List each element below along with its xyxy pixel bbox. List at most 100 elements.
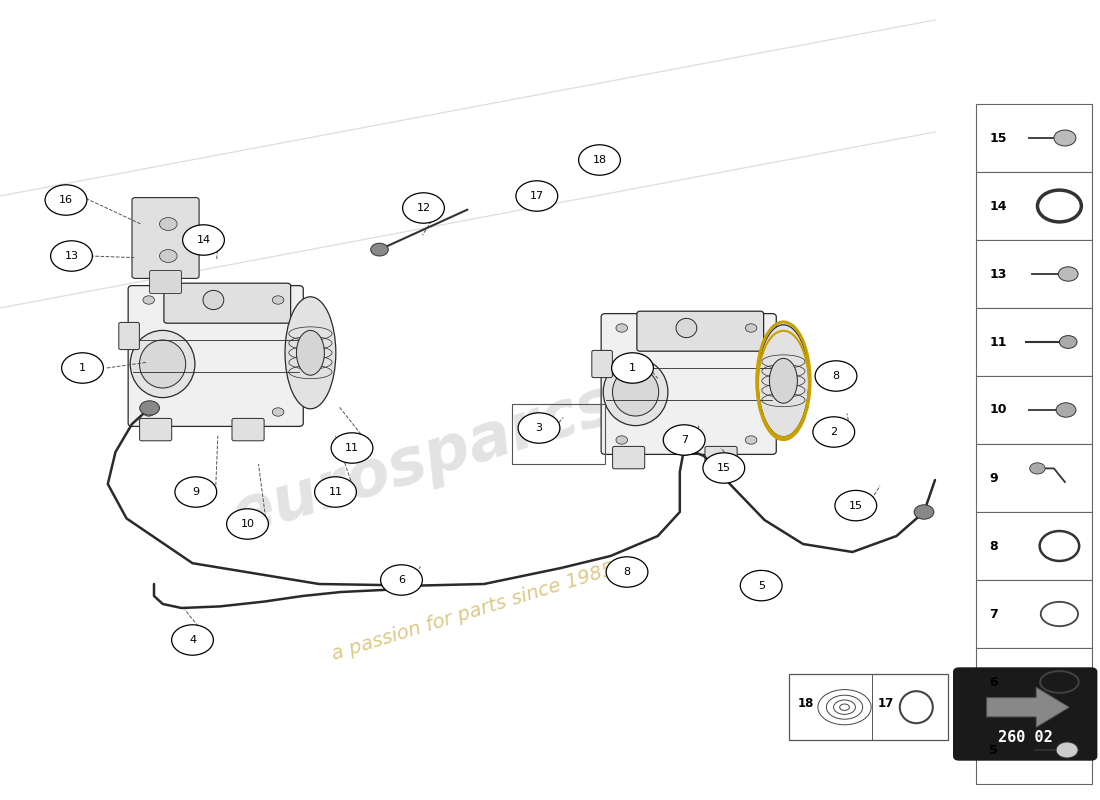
Text: 8: 8	[624, 567, 630, 577]
Bar	[977, 240, 1091, 308]
Text: 18: 18	[593, 155, 606, 165]
FancyBboxPatch shape	[601, 314, 777, 454]
Bar	[512, 404, 605, 464]
Text: 7: 7	[990, 607, 998, 621]
Ellipse shape	[758, 325, 808, 437]
Text: 12: 12	[417, 203, 430, 213]
FancyBboxPatch shape	[128, 286, 304, 426]
Circle shape	[835, 490, 877, 521]
Text: 7: 7	[681, 435, 688, 445]
Circle shape	[172, 625, 213, 655]
Text: 15: 15	[717, 463, 730, 473]
Circle shape	[143, 408, 154, 416]
Circle shape	[175, 477, 217, 507]
Circle shape	[381, 565, 422, 595]
FancyBboxPatch shape	[705, 446, 737, 469]
Circle shape	[140, 401, 159, 415]
FancyBboxPatch shape	[592, 350, 613, 378]
Circle shape	[143, 296, 154, 304]
Text: 5: 5	[990, 743, 998, 757]
FancyBboxPatch shape	[119, 322, 140, 350]
Circle shape	[315, 477, 356, 507]
Bar	[977, 512, 1091, 580]
Circle shape	[183, 225, 224, 255]
FancyBboxPatch shape	[613, 446, 645, 469]
Circle shape	[1056, 402, 1076, 417]
Text: 6: 6	[398, 575, 405, 585]
FancyBboxPatch shape	[954, 668, 1097, 760]
Text: 11: 11	[990, 335, 1006, 349]
Text: 17: 17	[878, 698, 894, 710]
Text: a passion for parts since 1985: a passion for parts since 1985	[329, 560, 617, 664]
FancyBboxPatch shape	[132, 198, 199, 278]
Circle shape	[914, 505, 934, 519]
Circle shape	[674, 441, 694, 455]
Circle shape	[273, 296, 284, 304]
Text: 9: 9	[192, 487, 199, 497]
Text: 10: 10	[990, 403, 1006, 417]
Text: 17: 17	[530, 191, 543, 201]
Circle shape	[160, 250, 177, 262]
Text: 14: 14	[990, 199, 1006, 213]
Circle shape	[740, 570, 782, 601]
Circle shape	[1058, 266, 1078, 282]
Text: 16: 16	[59, 195, 73, 205]
Circle shape	[703, 453, 745, 483]
Bar	[977, 104, 1091, 172]
Circle shape	[746, 324, 757, 332]
Circle shape	[1059, 336, 1077, 349]
Circle shape	[579, 145, 620, 175]
Text: 8: 8	[833, 371, 839, 381]
FancyBboxPatch shape	[140, 418, 172, 441]
Text: 13: 13	[65, 251, 78, 261]
Circle shape	[331, 433, 373, 463]
Text: 260 02: 260 02	[998, 730, 1053, 745]
Bar	[977, 308, 1091, 376]
Bar	[977, 648, 1091, 716]
Circle shape	[746, 436, 757, 444]
Ellipse shape	[676, 318, 696, 338]
Text: 9: 9	[990, 471, 998, 485]
Circle shape	[1030, 462, 1045, 474]
FancyBboxPatch shape	[164, 283, 290, 323]
Circle shape	[616, 436, 627, 444]
Text: 11: 11	[329, 487, 342, 497]
Ellipse shape	[296, 330, 324, 375]
FancyBboxPatch shape	[637, 311, 763, 351]
Ellipse shape	[603, 358, 668, 426]
Ellipse shape	[613, 368, 659, 416]
Circle shape	[1056, 742, 1078, 758]
Text: 15: 15	[990, 131, 1006, 145]
Ellipse shape	[285, 297, 336, 409]
Ellipse shape	[130, 330, 195, 398]
Text: 6: 6	[990, 675, 998, 689]
Text: 5: 5	[758, 581, 764, 590]
Circle shape	[674, 441, 694, 455]
Text: 14: 14	[197, 235, 210, 245]
Circle shape	[273, 408, 284, 416]
Text: 11: 11	[345, 443, 359, 453]
Bar	[977, 376, 1091, 444]
Circle shape	[51, 241, 92, 271]
Circle shape	[616, 324, 627, 332]
Bar	[977, 172, 1091, 240]
FancyBboxPatch shape	[232, 418, 264, 441]
Circle shape	[160, 218, 177, 230]
Circle shape	[815, 361, 857, 391]
Bar	[977, 716, 1091, 784]
Circle shape	[518, 413, 560, 443]
Bar	[977, 444, 1091, 512]
Circle shape	[227, 509, 268, 539]
Circle shape	[45, 185, 87, 215]
Bar	[789, 674, 948, 740]
Circle shape	[606, 557, 648, 587]
Text: 4: 4	[189, 635, 196, 645]
Ellipse shape	[204, 290, 223, 310]
Text: 13: 13	[990, 267, 1006, 281]
Circle shape	[663, 425, 705, 455]
Circle shape	[516, 181, 558, 211]
Text: 1: 1	[79, 363, 86, 373]
Bar	[977, 580, 1091, 648]
Text: eurosparcs: eurosparcs	[224, 372, 623, 548]
Text: 3: 3	[536, 423, 542, 433]
